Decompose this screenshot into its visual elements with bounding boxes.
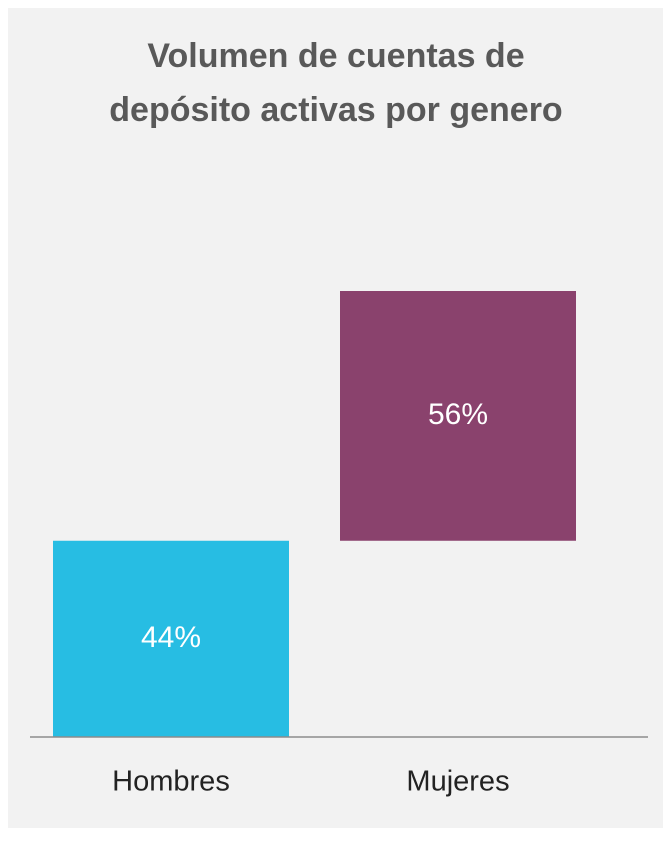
data-label: 44% (141, 621, 201, 654)
x-tick-label: Hombres (112, 766, 230, 798)
x-tick-label: Mujeres (406, 766, 509, 798)
bar (53, 540, 289, 737)
chart-title: depósito activas por genero (109, 91, 562, 129)
data-label: 56% (428, 398, 488, 431)
chart-title: Volumen de cuentas de (147, 37, 524, 75)
bar (340, 291, 576, 541)
